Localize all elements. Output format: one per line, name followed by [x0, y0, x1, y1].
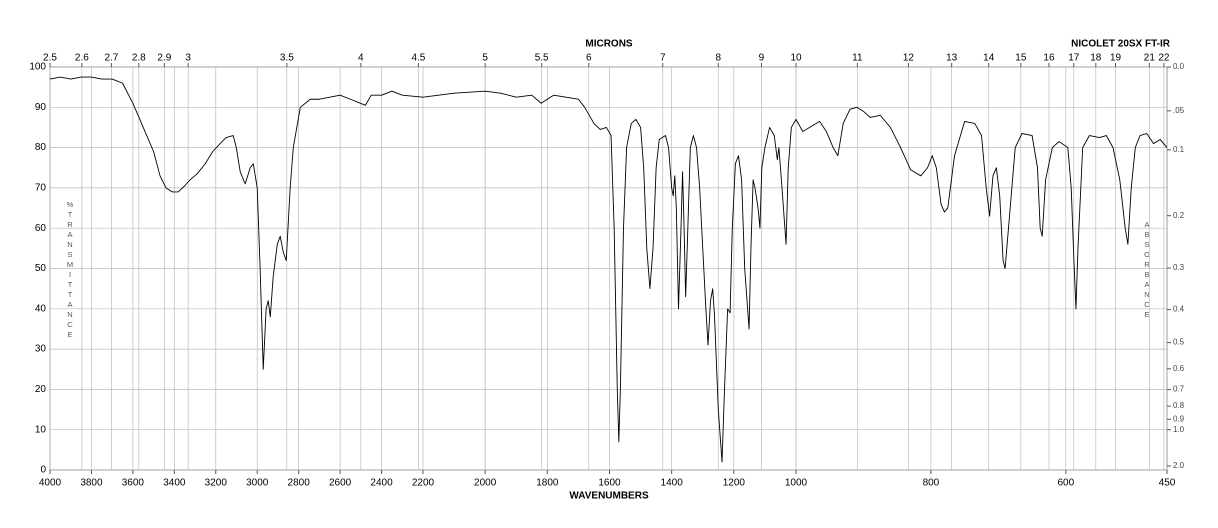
x2-tick-label: 2.7 [104, 53, 118, 64]
y-tick-label: 30 [35, 344, 47, 355]
x2-tick-label: 17 [1068, 53, 1080, 64]
y2-tick-label: 0.9 [1173, 414, 1185, 423]
y-tick-label: 90 [35, 102, 47, 113]
y2-tick-label: 0.1 [1173, 145, 1185, 154]
x2-tick-label: 19 [1110, 53, 1122, 64]
x-tick-label: 1400 [661, 478, 684, 489]
x2-tick-label: 5.5 [535, 53, 549, 64]
x2-tick-label: 4 [358, 53, 364, 64]
x-tick-label: 1800 [536, 478, 559, 489]
x2-tick-label: 12 [903, 53, 915, 64]
x-tick-label: 2200 [412, 478, 435, 489]
y2-tick-label: 0.5 [1173, 338, 1185, 347]
x2-tick-label: 4.5 [411, 53, 425, 64]
x-tick-label: 2800 [288, 478, 311, 489]
x-tick-label: 1000 [785, 478, 808, 489]
y-tick-label: 40 [35, 303, 47, 314]
x2-tick-label: 10 [790, 53, 802, 64]
y2-tick-label: 0.2 [1173, 211, 1185, 220]
y2-tick-label: 0.4 [1173, 305, 1185, 314]
x2-tick-label: 5 [482, 53, 488, 64]
x-tick-label: 2000 [474, 478, 497, 489]
y2-tick-label: .05 [1173, 106, 1185, 115]
x2-tick-label: 16 [1043, 53, 1055, 64]
x-tick-label: 800 [923, 478, 940, 489]
x-tick-label: 1200 [723, 478, 746, 489]
x2-tick-label: 7 [660, 53, 666, 64]
x2-tick-label: 6 [586, 53, 592, 64]
y2-tick-label: 0.0 [1173, 62, 1185, 71]
x-tick-label: 600 [1057, 478, 1074, 489]
y-tick-label: 70 [35, 183, 47, 194]
y2-tick-label: 0.3 [1173, 263, 1185, 272]
x-tick-label: 450 [1159, 478, 1176, 489]
x2-tick-label: 15 [1015, 53, 1027, 64]
y2-tick-label: 0.8 [1173, 401, 1185, 410]
x-tick-label: 1600 [598, 478, 621, 489]
x2-tick-label: 2.9 [157, 53, 171, 64]
y-tick-label: 10 [35, 424, 47, 435]
x2-tick-label: 2.8 [132, 53, 146, 64]
x2-tick-label: 2.6 [75, 53, 89, 64]
y2-tick-label: 2.0 [1173, 461, 1185, 470]
x-tick-label: 3200 [205, 478, 228, 489]
x2-tick-label: 11 [852, 53, 863, 64]
x-tick-label: 2600 [329, 478, 352, 489]
y2-tick-label: 0.7 [1173, 385, 1185, 394]
x2-tick-label: 22 [1158, 53, 1170, 64]
x2-tick-label: 2.5 [43, 53, 57, 64]
y-tick-label: 80 [35, 142, 47, 153]
y-axis-title: %TRANSMITTANCE [66, 200, 75, 340]
x-tick-label: 3400 [163, 478, 186, 489]
x2-tick-label: 9 [759, 53, 765, 64]
top-axis-title: MICRONS [585, 39, 633, 50]
x-tick-label: 4000 [39, 478, 62, 489]
x-axis-title: WAVENUMBERS [569, 491, 649, 502]
chart-title: NICOLET 20SX FT-IR [1071, 39, 1171, 50]
x-tick-label: 3000 [246, 478, 269, 489]
y-tick-label: 60 [35, 223, 47, 234]
x2-tick-label: 18 [1090, 53, 1102, 64]
x2-tick-label: 3 [185, 53, 191, 64]
x2-tick-label: 3.5 [280, 53, 294, 64]
x2-tick-label: 13 [946, 53, 958, 64]
y-tick-label: 50 [35, 263, 47, 274]
x2-tick-label: 8 [716, 53, 722, 64]
spectrum-line [49, 76, 1168, 463]
x-tick-label: 3800 [80, 478, 103, 489]
y-tick-label: 20 [35, 384, 47, 395]
x2-tick-label: 21 [1144, 53, 1156, 64]
y2-axis-title: ABSORBANCE [1143, 220, 1152, 320]
x-tick-label: 3600 [122, 478, 145, 489]
x2-tick-label: 14 [983, 53, 995, 64]
y-tick-label: 0 [40, 465, 46, 476]
x-tick-label: 2400 [370, 478, 393, 489]
y2-tick-label: 0.6 [1173, 364, 1185, 373]
y-tick-label: 100 [29, 62, 46, 73]
y2-tick-label: 1.0 [1173, 425, 1185, 434]
